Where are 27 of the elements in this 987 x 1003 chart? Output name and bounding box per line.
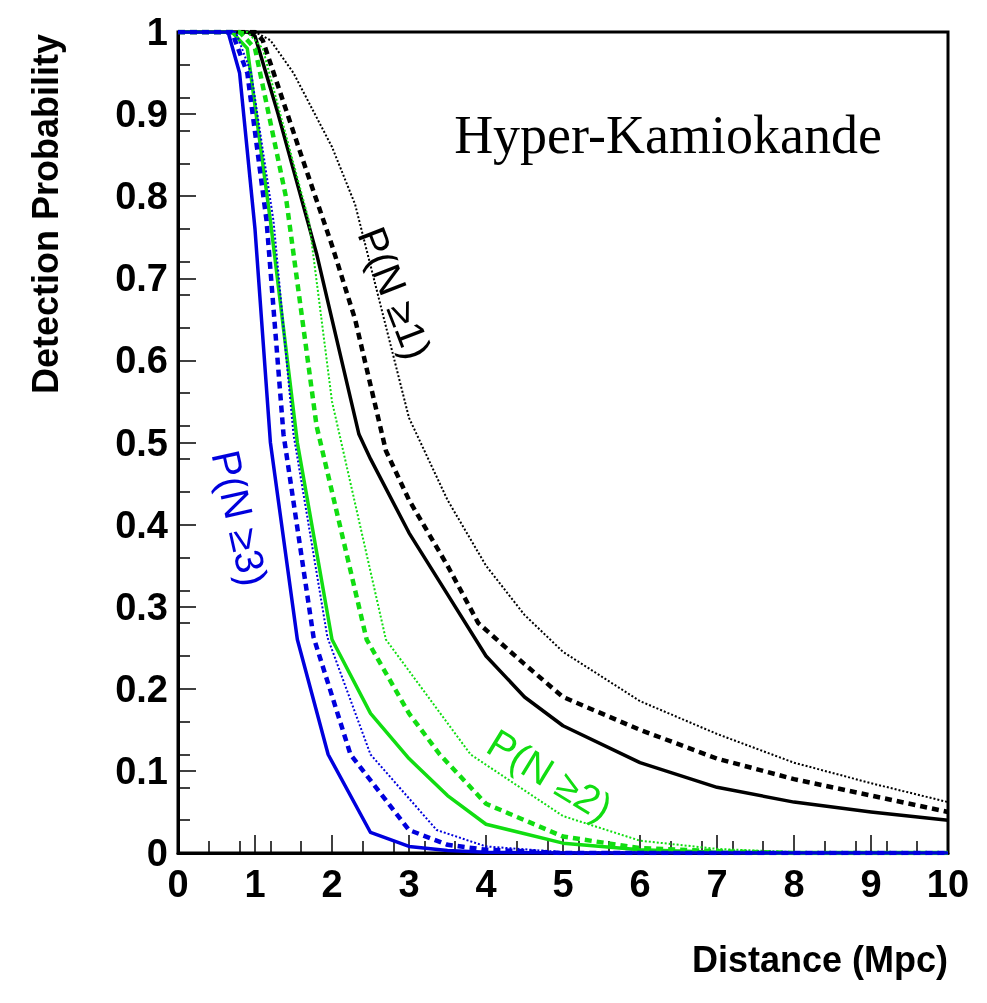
x-axis-title: Distance (Mpc) (691, 938, 948, 980)
y-tick-label: 0.7 (115, 257, 168, 300)
y-tick-label: 0.8 (115, 175, 168, 218)
y-tick-label: 0.3 (115, 585, 168, 628)
x-tick-label: 5 (552, 863, 574, 905)
annotation: P(N ≥1) (349, 220, 441, 366)
y-tick-label: 0.2 (115, 667, 168, 710)
x-tick-label: 7 (706, 863, 728, 905)
y-axis-title: Detection Probability (24, 34, 66, 395)
annotation: Hyper-Kamiokande (454, 105, 882, 165)
y-tick-label: 0.5 (115, 421, 168, 464)
y-tick-label: 0.1 (115, 749, 168, 792)
annotation: P(N ≥2) (479, 720, 621, 830)
x-tick-label: 6 (629, 863, 651, 905)
x-tick-label: 8 (783, 863, 805, 905)
annotation: P(N ≥3) (203, 446, 277, 590)
y-tick-label: 1 (146, 11, 168, 53)
x-tick-label: 2 (321, 863, 343, 905)
y-tick-label: 0 (146, 832, 168, 874)
y-tick-label: 0.4 (115, 503, 168, 546)
x-tick-label: 10 (926, 863, 970, 905)
y-tick-label: 0.9 (115, 93, 168, 136)
x-tick-label: 1 (244, 863, 266, 905)
x-tick-label: 4 (475, 863, 497, 905)
x-tick-label: 9 (860, 863, 882, 905)
x-tick-label: 3 (398, 863, 420, 905)
y-tick-label: 0.6 (115, 339, 168, 382)
